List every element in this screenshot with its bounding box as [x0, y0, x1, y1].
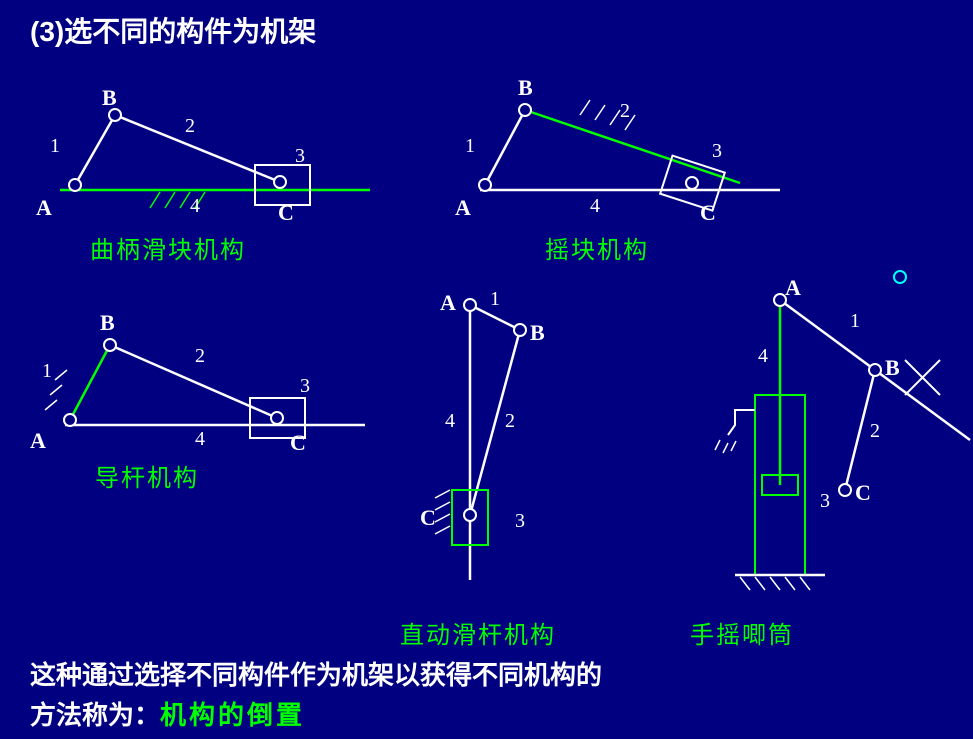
diagram-hand-pump: [680, 265, 973, 610]
d4-caption: 直动滑杆机构: [400, 615, 556, 650]
d5-num-1: 1: [850, 310, 860, 333]
d2-num-2: 2: [620, 100, 630, 123]
d3-num-1: 1: [42, 360, 52, 383]
d1-num-2: 2: [185, 115, 195, 138]
diagram-guide-bar: [25, 290, 385, 480]
d2-label-A: A: [455, 195, 471, 221]
d3-num-3: 3: [300, 375, 310, 398]
d2-caption: 摇块机构: [545, 230, 649, 265]
d4-num-4: 4: [445, 410, 455, 433]
d1-label-B: B: [102, 85, 117, 111]
d4-num-2: 2: [505, 410, 515, 433]
d3-label-B: B: [100, 310, 115, 336]
d2-label-C: C: [700, 200, 716, 226]
d3-caption: 导杆机构: [95, 458, 199, 493]
d5-num-4: 4: [758, 345, 768, 368]
footer-line1: 这种通过选择不同构件作为机架以获得不同机构的: [30, 655, 602, 692]
d2-num-4: 4: [590, 195, 600, 218]
d1-num-4: 4: [190, 195, 200, 218]
diagram-swing-block: [440, 55, 800, 250]
d5-label-A: A: [785, 275, 801, 301]
d4-num-1: 1: [490, 288, 500, 311]
d5-num-3: 3: [820, 490, 830, 513]
d2-num-1: 1: [465, 135, 475, 158]
footer-highlight: 机构的倒置: [160, 700, 305, 730]
page-title: (3)选不同的构件为机架: [30, 10, 316, 50]
d1-num-1: 1: [50, 135, 60, 158]
diagram-linear-slide: [410, 280, 610, 610]
d1-label-C: C: [278, 200, 294, 226]
footer-prefix: 方法称为：: [30, 700, 160, 730]
d1-num-3: 3: [295, 145, 305, 168]
d4-label-B: B: [530, 320, 545, 346]
d3-num-2: 2: [195, 345, 205, 368]
footer-line2: 方法称为：机构的倒置: [30, 695, 305, 732]
d3-label-C: C: [290, 430, 306, 456]
d1-label-A: A: [36, 195, 52, 221]
d4-num-3: 3: [515, 510, 525, 533]
d4-label-A: A: [440, 290, 456, 316]
d2-num-3: 3: [712, 140, 722, 163]
d5-label-B: B: [885, 355, 900, 381]
d5-num-2: 2: [870, 420, 880, 443]
d2-label-B: B: [518, 75, 533, 101]
d4-label-C: C: [420, 505, 436, 531]
d5-label-C: C: [855, 480, 871, 506]
diagram-crank-slider: [30, 60, 380, 250]
d1-caption: 曲柄滑块机构: [90, 230, 246, 265]
d3-label-A: A: [30, 428, 46, 454]
d5-caption: 手摇唧筒: [690, 615, 794, 650]
d3-num-4: 4: [195, 428, 205, 451]
